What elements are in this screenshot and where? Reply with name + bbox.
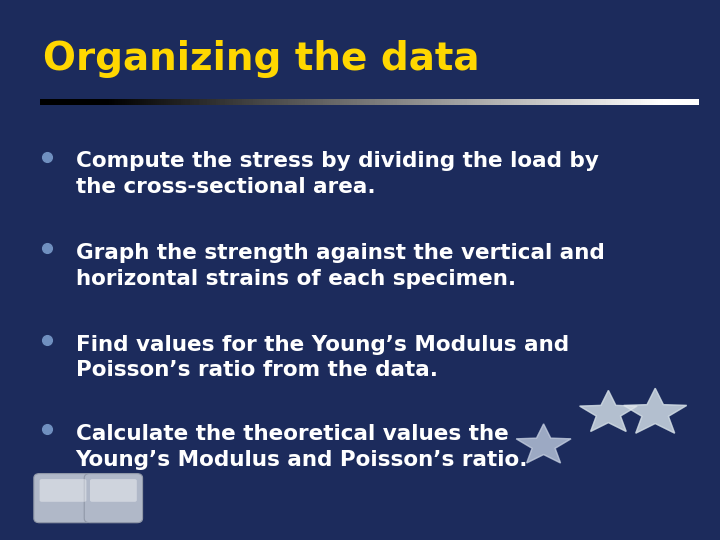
FancyBboxPatch shape <box>34 474 92 523</box>
Polygon shape <box>580 390 637 431</box>
Text: Organizing the data: Organizing the data <box>43 40 480 78</box>
Text: Find values for the Young’s Modulus and
Poisson’s ratio from the data.: Find values for the Young’s Modulus and … <box>76 335 569 380</box>
FancyBboxPatch shape <box>84 474 143 523</box>
Polygon shape <box>624 388 687 433</box>
Polygon shape <box>516 424 571 463</box>
Text: Calculate the theoretical values the
Young’s Modulus and Poisson’s ratio.: Calculate the theoretical values the You… <box>76 424 528 469</box>
FancyBboxPatch shape <box>40 479 86 502</box>
Text: Graph the strength against the vertical and
horizontal strains of each specimen.: Graph the strength against the vertical … <box>76 243 604 288</box>
Polygon shape <box>516 424 571 463</box>
FancyBboxPatch shape <box>90 479 137 502</box>
Polygon shape <box>580 390 637 431</box>
Polygon shape <box>624 388 687 433</box>
Text: Compute the stress by dividing the load by
the cross-sectional area.: Compute the stress by dividing the load … <box>76 151 598 197</box>
